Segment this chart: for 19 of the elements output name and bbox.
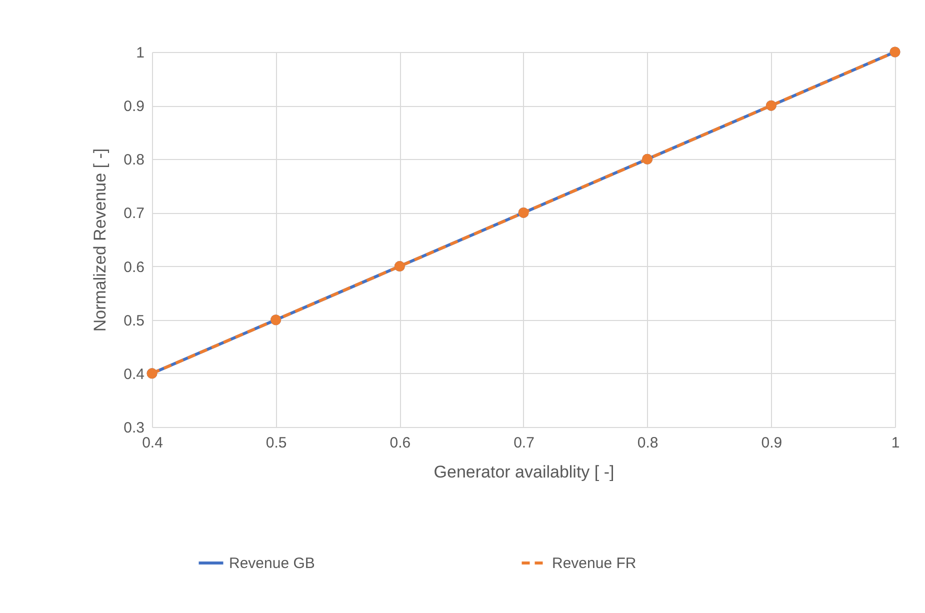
x-tick-label: 0.8	[637, 434, 658, 452]
y-tick-label: 0.9	[124, 98, 144, 116]
x-tick-label: 1	[891, 434, 900, 452]
x-axis-title: Generator availablity [ -]	[434, 462, 614, 482]
y-tick-label: 0.6	[124, 258, 144, 276]
y-tick-label: 0.3	[124, 420, 144, 436]
y-tick-label: 0.8	[124, 152, 144, 169]
x-tick-label: 0.9	[761, 434, 782, 452]
legend-label: Revenue GB	[229, 555, 315, 572]
y-tick-label: 0.7	[124, 205, 144, 222]
y-axis-title: Normalized Revenue [ -]	[90, 148, 110, 332]
x-tick-label: 0.6	[390, 434, 411, 452]
y-tick-label: 0.5	[124, 312, 144, 330]
legend-label: Revenue FR	[552, 555, 636, 572]
y-tick-label: 0.4	[124, 366, 144, 383]
x-tick-label: 0.7	[514, 434, 534, 452]
x-tick-label: 0.5	[266, 434, 287, 452]
x-tick-label: 0.4	[142, 434, 163, 452]
y-tick-label: 1	[136, 44, 144, 62]
